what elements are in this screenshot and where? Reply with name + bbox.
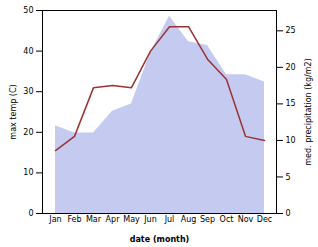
svg-text:Jul: Jul — [164, 215, 175, 224]
svg-text:20: 20 — [23, 128, 33, 137]
svg-text:5: 5 — [286, 173, 291, 182]
svg-text:Oct: Oct — [220, 215, 234, 224]
svg-text:max temp (C): max temp (C) — [9, 84, 18, 139]
svg-text:0: 0 — [286, 209, 291, 218]
svg-text:Feb: Feb — [67, 215, 81, 224]
svg-text:Jan: Jan — [48, 215, 61, 224]
svg-text:Jun: Jun — [143, 215, 157, 224]
svg-text:25: 25 — [286, 26, 296, 35]
svg-text:0: 0 — [28, 209, 33, 218]
svg-text:date (month): date (month) — [130, 235, 190, 244]
svg-text:10: 10 — [286, 136, 296, 145]
svg-text:10: 10 — [23, 168, 33, 177]
svg-text:Nov: Nov — [238, 215, 254, 224]
svg-text:30: 30 — [23, 87, 33, 96]
svg-text:Sep: Sep — [200, 215, 215, 224]
svg-text:40: 40 — [23, 47, 33, 56]
svg-text:Aug: Aug — [181, 215, 197, 224]
svg-text:med. precipitation (kg/m2): med. precipitation (kg/m2) — [304, 58, 313, 165]
svg-text:Apr: Apr — [106, 215, 121, 224]
svg-text:May: May — [123, 215, 140, 224]
svg-text:50: 50 — [23, 6, 33, 15]
svg-text:15: 15 — [286, 99, 296, 108]
svg-text:Mar: Mar — [86, 215, 102, 224]
svg-text:20: 20 — [286, 63, 296, 72]
svg-text:Dec: Dec — [257, 215, 272, 224]
